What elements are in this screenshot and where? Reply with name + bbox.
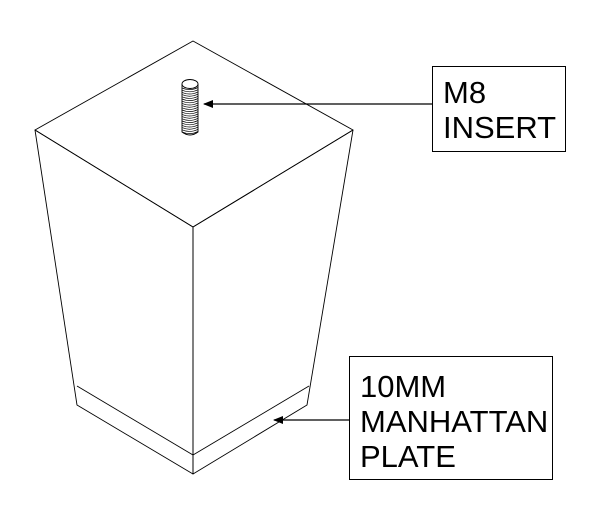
thread-line <box>181 100 199 104</box>
m8-threaded-rod <box>181 79 199 136</box>
thread-line <box>181 128 199 132</box>
plate-label-line3: PLATE <box>360 439 456 474</box>
plate-label-line1: 10MM <box>360 369 447 404</box>
manhattan-plate-label: 10MM MANHATTAN PLATE <box>349 356 553 480</box>
thread-line <box>181 91 199 95</box>
thread-line <box>181 89 199 93</box>
thread-line <box>181 126 199 130</box>
thread-line <box>181 122 199 126</box>
thread-line <box>181 102 199 106</box>
thread-line <box>181 93 199 97</box>
manhattan-plate <box>76 227 310 474</box>
thread-line <box>181 111 199 115</box>
thread-line <box>181 117 199 121</box>
thread-line <box>181 106 199 110</box>
thread-line <box>181 115 199 119</box>
plate-right-edge <box>192 385 310 456</box>
thread-line <box>181 109 199 112</box>
m8-insert-label-line1: M8 <box>443 75 487 110</box>
plate-label-line2: MANHATTAN <box>360 404 549 439</box>
plate-left-edge <box>76 385 194 456</box>
thread-line <box>181 124 199 128</box>
thread-line <box>181 104 199 108</box>
rod-top-end <box>181 79 199 89</box>
thread-line <box>181 131 199 134</box>
m8-insert-label-line2: INSERT <box>443 110 557 145</box>
thread-line <box>181 113 199 117</box>
m8-insert-label: M8 INSERT <box>432 66 566 152</box>
thread-line <box>181 120 199 123</box>
thread-line <box>181 98 199 101</box>
thread-line <box>181 87 199 90</box>
thread-line <box>181 95 199 99</box>
rod-threads <box>181 87 199 134</box>
